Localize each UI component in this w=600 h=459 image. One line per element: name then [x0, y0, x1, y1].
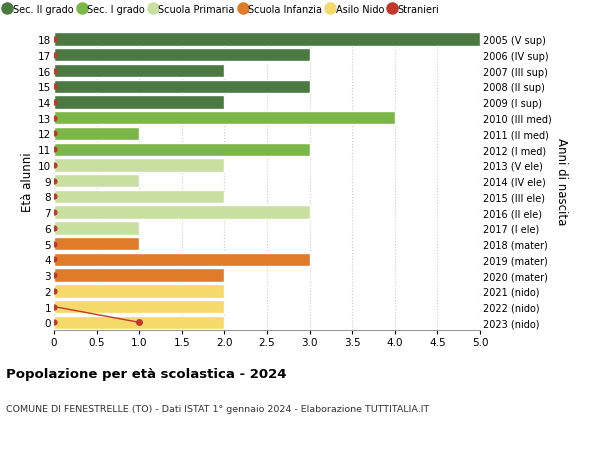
Bar: [54, 222, 139, 235]
Bar: [54, 80, 310, 94]
Bar: [54, 143, 310, 157]
Bar: [54, 96, 224, 109]
Bar: [54, 159, 224, 172]
Bar: [54, 285, 224, 298]
Y-axis label: Età alunni: Età alunni: [21, 151, 34, 211]
Text: COMUNE DI FENESTRELLE (TO) - Dati ISTAT 1° gennaio 2024 - Elaborazione TUTTITALI: COMUNE DI FENESTRELLE (TO) - Dati ISTAT …: [6, 404, 429, 413]
Bar: [54, 65, 224, 78]
Bar: [54, 112, 395, 125]
Bar: [54, 128, 139, 141]
Bar: [54, 253, 310, 267]
Bar: [54, 190, 224, 204]
Text: Popolazione per età scolastica - 2024: Popolazione per età scolastica - 2024: [6, 367, 287, 380]
Legend: Sec. II grado, Sec. I grado, Scuola Primaria, Scuola Infanzia, Asilo Nido, Stran: Sec. II grado, Sec. I grado, Scuola Prim…: [5, 5, 440, 15]
Bar: [54, 206, 310, 219]
Bar: [54, 316, 224, 329]
Bar: [54, 174, 139, 188]
Bar: [54, 49, 310, 62]
Bar: [54, 34, 480, 47]
Y-axis label: Anni di nascita: Anni di nascita: [555, 138, 568, 225]
Bar: [54, 300, 224, 313]
Bar: [54, 237, 139, 251]
Bar: [54, 269, 224, 282]
